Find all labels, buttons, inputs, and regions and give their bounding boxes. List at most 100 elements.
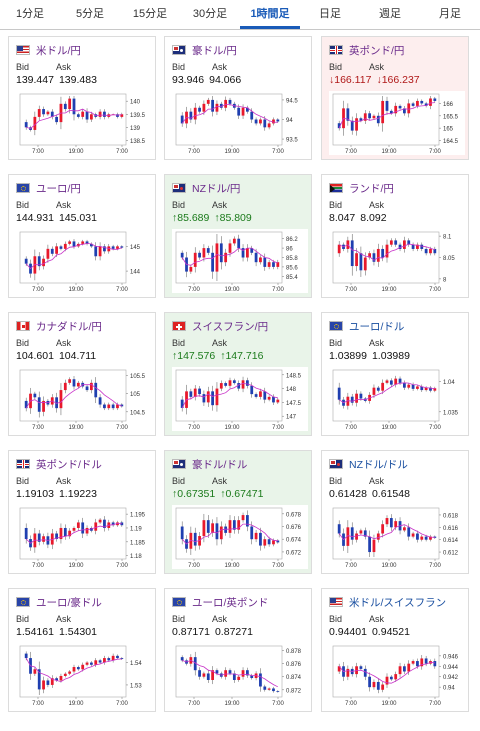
pair-name[interactable]: 米ドル/スイスフラン <box>349 596 447 609</box>
pair-name[interactable]: 英ポンド/ドル <box>36 458 102 471</box>
currency-card[interactable]: ユーロ/円 Bid Ask 144.931 145.031 145 144 7:00 19:00… <box>8 174 156 298</box>
candle <box>63 527 67 537</box>
pair-name[interactable]: NZドル/円 <box>192 182 241 195</box>
tab-8[interactable]: 月足 <box>439 8 461 20</box>
x-tick-label: 7:00 <box>32 701 44 707</box>
mini-chart[interactable]: 1.04 1.035 7:00 19:00 7:00 <box>329 367 465 431</box>
moving-average-line <box>339 243 435 261</box>
pair-name[interactable]: カナダドル/円 <box>36 320 102 333</box>
candle <box>372 253 376 262</box>
pair-name[interactable]: 英ポンド/円 <box>349 44 405 57</box>
currency-card[interactable]: NZドル/円 Bid Ask ↑85.689 ↑85.809 86.2 86 85.8 85.6… <box>164 174 312 298</box>
currency-card[interactable]: 英ポンド/ドル Bid Ask 1.19103 1.19223 1.195 1.19 1.18… <box>8 450 156 574</box>
mini-chart[interactable]: 8.1 8.05 8 7:00 19:00 7:00 <box>329 229 465 293</box>
candle <box>215 523 219 540</box>
tab-5[interactable]: 1時間足 <box>240 0 300 29</box>
pair-name[interactable]: ユーロ/ドル <box>349 320 405 333</box>
candle <box>237 520 241 530</box>
tab-2[interactable]: 5分足 <box>75 8 105 20</box>
candle <box>359 530 363 534</box>
pair-name[interactable]: 米ドル/円 <box>36 44 81 57</box>
card-header: 豪ドル/ドル <box>172 457 247 471</box>
candle <box>55 678 58 681</box>
pair-name[interactable]: ユーロ/英ポンド <box>192 596 269 609</box>
candle <box>241 107 245 116</box>
candle <box>68 379 72 383</box>
mini-chart[interactable]: 105.5 105 104.5 7:00 19:00 7:00 <box>16 367 152 431</box>
mini-chart[interactable]: 145 144 7:00 19:00 7:00 <box>16 229 152 293</box>
mini-chart[interactable]: 0.678 0.676 0.674 0.672 7:00 19:00 7:00 <box>172 505 308 569</box>
currency-card[interactable]: 豪ドル/ドル Bid Ask ↑0.67351 ↑0.67471 0.678 0.676 0.… <box>164 450 312 574</box>
candle <box>76 382 80 387</box>
tab-4[interactable]: 30分足 <box>192 8 228 20</box>
candle <box>237 676 241 680</box>
tab-3[interactable]: 15分足 <box>132 8 168 20</box>
x-tick-label: 7:00 <box>272 563 284 569</box>
pair-name[interactable]: ユーロ/豪ドル <box>36 596 102 609</box>
currency-card[interactable]: ランド/円 Bid Ask 8.047 8.092 8.1 8.05 8 7:00 19:00 7:… <box>321 174 469 298</box>
pair-name[interactable]: 豪ドル/ドル <box>192 458 248 471</box>
y-tick-label: 165 <box>443 127 454 133</box>
ask-price: ↑85.809 <box>214 212 251 224</box>
candle <box>246 248 249 258</box>
candle <box>76 667 80 670</box>
y-tick-label: 166 <box>443 102 454 108</box>
currency-card[interactable]: ユーロ/豪ドル Bid Ask 1.54161 1.54301 1.54 1.53 7:00 1… <box>8 588 156 712</box>
mini-chart[interactable]: 94.5 94 93.5 7:00 19:00 7:00 <box>172 91 308 155</box>
candle <box>363 257 367 271</box>
currency-card[interactable]: 米ドル/スイスフラン Bid Ask 0.94401 0.94521 0.946 0.944… <box>321 588 469 712</box>
currency-card[interactable]: ユーロ/英ポンド Bid Ask 0.87171 0.87271 0.878 0.876 0.… <box>164 588 312 712</box>
mini-chart[interactable]: 1.54 1.53 7:00 19:00 7:00 <box>16 643 152 707</box>
pair-name[interactable]: NZドル/ドル <box>349 458 408 471</box>
candle <box>237 107 241 116</box>
mini-chart[interactable]: 86.2 86 85.8 85.6 85.4 7:00 19:00 7:00 <box>172 229 308 293</box>
mini-chart[interactable]: 0.618 0.616 0.614 0.612 7:00 19:00 7:00 <box>329 505 465 569</box>
card-header: 豪ドル/円 <box>172 43 237 57</box>
pair-name[interactable]: スイスフラン/円 <box>192 320 269 333</box>
ask-price: 1.54301 <box>59 626 97 638</box>
mini-chart[interactable]: 148.5 148 147.5 147 7:00 19:00 7:00 <box>172 367 308 431</box>
currency-card[interactable]: カナダドル/円 Bid Ask 104.601 104.711 105.5 105 104.5… <box>8 312 156 436</box>
candle <box>407 384 411 388</box>
pair-name[interactable]: ユーロ/円 <box>36 182 81 195</box>
currency-card[interactable]: 米ドル/円 Bid Ask 139.447 139.483 140 139.5 139 138.… <box>8 36 156 160</box>
tab-1[interactable]: 1分足 <box>15 8 45 20</box>
mini-chart[interactable]: 0.878 0.876 0.874 0.872 7:00 19:00 7:00 <box>172 643 308 707</box>
candle <box>116 246 119 249</box>
pair-name[interactable]: 豪ドル/円 <box>192 44 237 57</box>
flag-icon <box>172 321 186 331</box>
candle <box>111 246 115 249</box>
mini-chart[interactable]: 166 165.5 165 164.5 7:00 19:00 7:00 <box>329 91 465 155</box>
tab-7[interactable]: 週足 <box>379 8 401 20</box>
mini-chart[interactable]: 1.195 1.19 1.185 1.18 7:00 19:00 7:00 <box>16 505 152 569</box>
x-tick-label: 7:00 <box>429 563 441 569</box>
candle <box>219 243 223 263</box>
candle <box>398 244 402 249</box>
currency-card[interactable]: 豪ドル/円 Bid Ask 93.946 94.066 94.5 94 93.5 7:00 19:… <box>164 36 312 160</box>
candle <box>211 252 214 272</box>
candle <box>120 114 124 117</box>
ask-label: Ask <box>369 614 385 624</box>
tab-6[interactable]: 日足 <box>319 8 341 20</box>
pair-name[interactable]: ランド/円 <box>349 182 394 195</box>
candle <box>24 527 28 540</box>
candle <box>346 108 350 121</box>
currency-card[interactable]: NZドル/ドル Bid Ask 0.61428 0.61548 0.618 0.616 0.6… <box>321 450 469 574</box>
candle <box>368 253 371 258</box>
plot-frame <box>175 507 283 560</box>
candle <box>424 658 428 664</box>
candle <box>224 99 228 108</box>
candle <box>24 653 28 659</box>
currency-card[interactable]: スイスフラン/円 Bid Ask ↑147.576 ↑147.716 148.5 148 14… <box>164 312 312 436</box>
bid-value: 1.03899 <box>329 350 367 362</box>
candle <box>403 382 406 388</box>
currency-card[interactable]: 英ポンド/円 Bid Ask ↓166.117 ↓166.237 166 165.5 165 1… <box>321 36 469 160</box>
currency-card[interactable]: ユーロ/ドル Bid Ask 1.03899 1.03989 1.04 1.035 7:00 1… <box>321 312 469 436</box>
candle <box>241 380 245 389</box>
mini-chart[interactable]: 140 139.5 139 138.5 7:00 19:00 7:00 <box>16 91 152 155</box>
mini-chart[interactable]: 0.946 0.944 0.942 0.94 7:00 19:00 7:00 <box>329 643 465 707</box>
candle <box>46 111 50 115</box>
bid-price: 139.447 <box>16 74 54 86</box>
